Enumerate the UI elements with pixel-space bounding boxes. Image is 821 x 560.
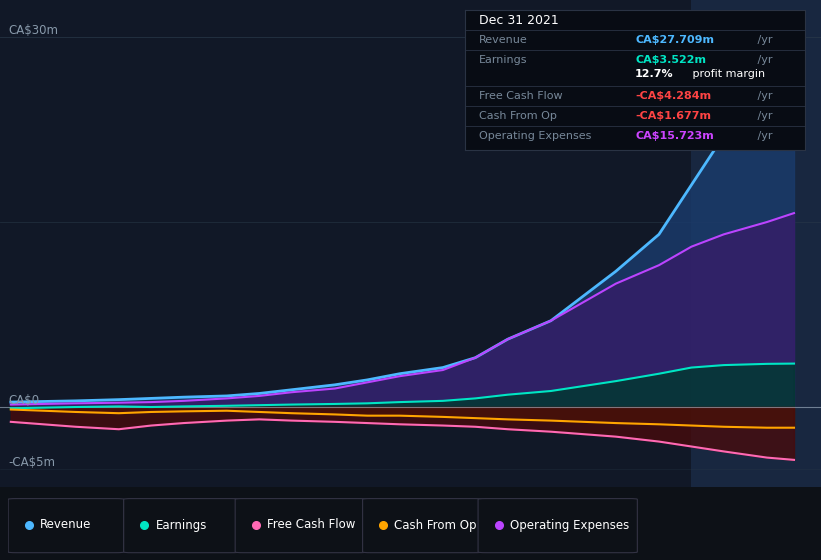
Text: Cash From Op: Cash From Op (479, 111, 557, 121)
Text: Free Cash Flow: Free Cash Flow (267, 519, 355, 531)
Text: Revenue: Revenue (40, 519, 91, 531)
Text: Free Cash Flow: Free Cash Flow (479, 91, 562, 101)
Text: /yr: /yr (754, 111, 773, 121)
FancyBboxPatch shape (8, 498, 124, 553)
Text: /yr: /yr (754, 35, 773, 45)
Text: 12.7%: 12.7% (635, 69, 673, 79)
Text: Operating Expenses: Operating Expenses (479, 131, 591, 141)
FancyBboxPatch shape (124, 498, 239, 553)
Text: CA$27.709m: CA$27.709m (635, 35, 714, 45)
Text: -CA$1.677m: -CA$1.677m (635, 111, 711, 121)
FancyBboxPatch shape (235, 498, 366, 553)
Text: Cash From Op: Cash From Op (394, 519, 477, 531)
FancyBboxPatch shape (478, 498, 637, 553)
FancyBboxPatch shape (363, 498, 482, 553)
Text: CA$30m: CA$30m (9, 24, 58, 37)
Text: profit margin: profit margin (690, 69, 765, 79)
Text: Revenue: Revenue (479, 35, 527, 45)
Text: -CA$4.284m: -CA$4.284m (635, 91, 711, 101)
Text: Earnings: Earnings (479, 55, 527, 65)
Text: /yr: /yr (754, 91, 773, 101)
Text: -CA$5m: -CA$5m (9, 456, 56, 469)
Text: Operating Expenses: Operating Expenses (510, 519, 629, 531)
Text: Earnings: Earnings (155, 519, 207, 531)
Text: Dec 31 2021: Dec 31 2021 (479, 13, 558, 26)
Text: /yr: /yr (754, 55, 773, 65)
Text: CA$0: CA$0 (9, 394, 39, 407)
Text: CA$15.723m: CA$15.723m (635, 131, 713, 141)
Bar (691, 0, 821, 487)
Text: CA$3.522m: CA$3.522m (635, 55, 706, 65)
Text: /yr: /yr (754, 131, 773, 141)
